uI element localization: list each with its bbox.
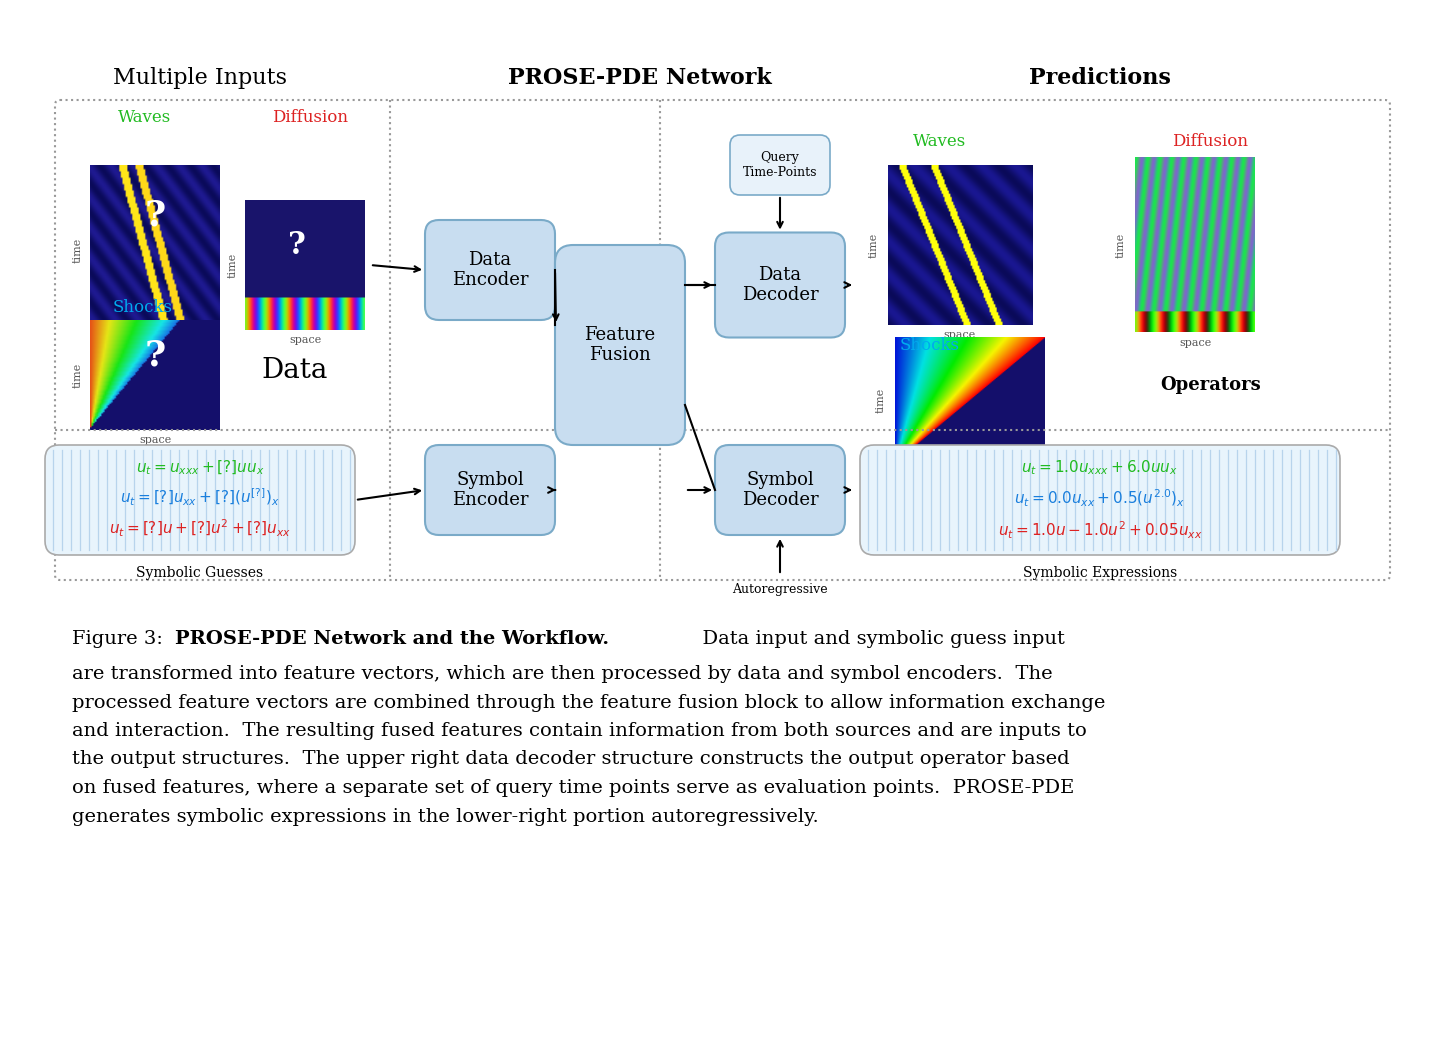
Text: Feature
Fusion: Feature Fusion: [585, 325, 655, 364]
Text: PROSE-PDE Network: PROSE-PDE Network: [508, 67, 772, 89]
Text: Symbolic Guesses: Symbolic Guesses: [137, 566, 264, 580]
Text: space: space: [943, 329, 976, 340]
Text: space: space: [138, 435, 171, 445]
FancyBboxPatch shape: [730, 135, 829, 195]
Text: $u_t = [?]u_{xx} + [?](u^{[?]})_x$: $u_t = [?]u_{xx} + [?](u^{[?]})_x$: [120, 487, 279, 508]
Text: Operators: Operators: [1161, 376, 1261, 394]
FancyBboxPatch shape: [425, 445, 554, 535]
Text: space: space: [138, 340, 171, 350]
Text: Shocks: Shocks: [900, 337, 960, 354]
FancyBboxPatch shape: [860, 445, 1341, 555]
Text: Symbol
Encoder: Symbol Encoder: [452, 471, 528, 509]
Text: are transformed into feature vectors, which are then processed by data and symbo: are transformed into feature vectors, wh…: [72, 665, 1106, 826]
Text: Multiple Inputs: Multiple Inputs: [112, 67, 287, 89]
Text: $u_t = 1.0u - 1.0u^2 + 0.05u_{xx}$: $u_t = 1.0u - 1.0u^2 + 0.05u_{xx}$: [998, 520, 1202, 541]
Text: Diffusion: Diffusion: [1172, 133, 1248, 151]
Text: space: space: [1179, 338, 1211, 347]
Text: Data
Decoder: Data Decoder: [742, 266, 818, 304]
Text: Symbolic Expressions: Symbolic Expressions: [1022, 566, 1176, 580]
Text: Figure 3:: Figure 3:: [72, 630, 168, 648]
Text: $u_t = 1.0u_{xxx} + 6.0uu_x$: $u_t = 1.0u_{xxx} + 6.0uu_x$: [1021, 458, 1178, 477]
Text: Predictions: Predictions: [1030, 67, 1171, 89]
Text: time: time: [73, 238, 84, 263]
Text: space: space: [289, 335, 321, 345]
Text: Shocks: Shocks: [112, 300, 173, 317]
Text: Data: Data: [262, 357, 328, 383]
Text: time: time: [73, 362, 84, 388]
Text: Data
Encoder: Data Encoder: [452, 250, 528, 289]
Text: Diffusion: Diffusion: [272, 110, 348, 127]
Text: PROSE-PDE Network and the Workflow.: PROSE-PDE Network and the Workflow.: [176, 630, 609, 648]
FancyBboxPatch shape: [45, 445, 356, 555]
Text: $u_t = [?]u + [?]u^2 + [?]u_{xx}$: $u_t = [?]u + [?]u^2 + [?]u_{xx}$: [109, 517, 291, 539]
Text: time: time: [228, 252, 238, 278]
FancyBboxPatch shape: [716, 445, 845, 535]
Text: Data input and symbolic guess input: Data input and symbolic guess input: [690, 630, 1064, 648]
Text: time: time: [868, 232, 878, 258]
Text: ?: ?: [288, 229, 305, 261]
Text: Waves: Waves: [913, 133, 966, 151]
FancyBboxPatch shape: [554, 245, 685, 445]
Text: time: time: [876, 388, 886, 413]
FancyBboxPatch shape: [425, 220, 554, 320]
FancyBboxPatch shape: [716, 232, 845, 338]
Text: ?: ?: [144, 338, 166, 372]
Text: $u_t = 0.0u_{xx} + 0.5(u^{2.0})_x$: $u_t = 0.0u_{xx} + 0.5(u^{2.0})_x$: [1014, 488, 1185, 509]
Text: $u_t = u_{xxx} + [?]uu_x$: $u_t = u_{xxx} + [?]uu_x$: [135, 458, 265, 477]
Text: time: time: [1116, 232, 1126, 258]
Text: Waves: Waves: [118, 110, 171, 127]
Text: ?: ?: [144, 199, 166, 232]
Text: Query
Time-Points: Query Time-Points: [743, 151, 818, 180]
Text: Symbol
Decoder: Symbol Decoder: [742, 471, 818, 509]
Text: space: space: [953, 468, 986, 477]
Text: Autoregressive: Autoregressive: [732, 584, 828, 597]
